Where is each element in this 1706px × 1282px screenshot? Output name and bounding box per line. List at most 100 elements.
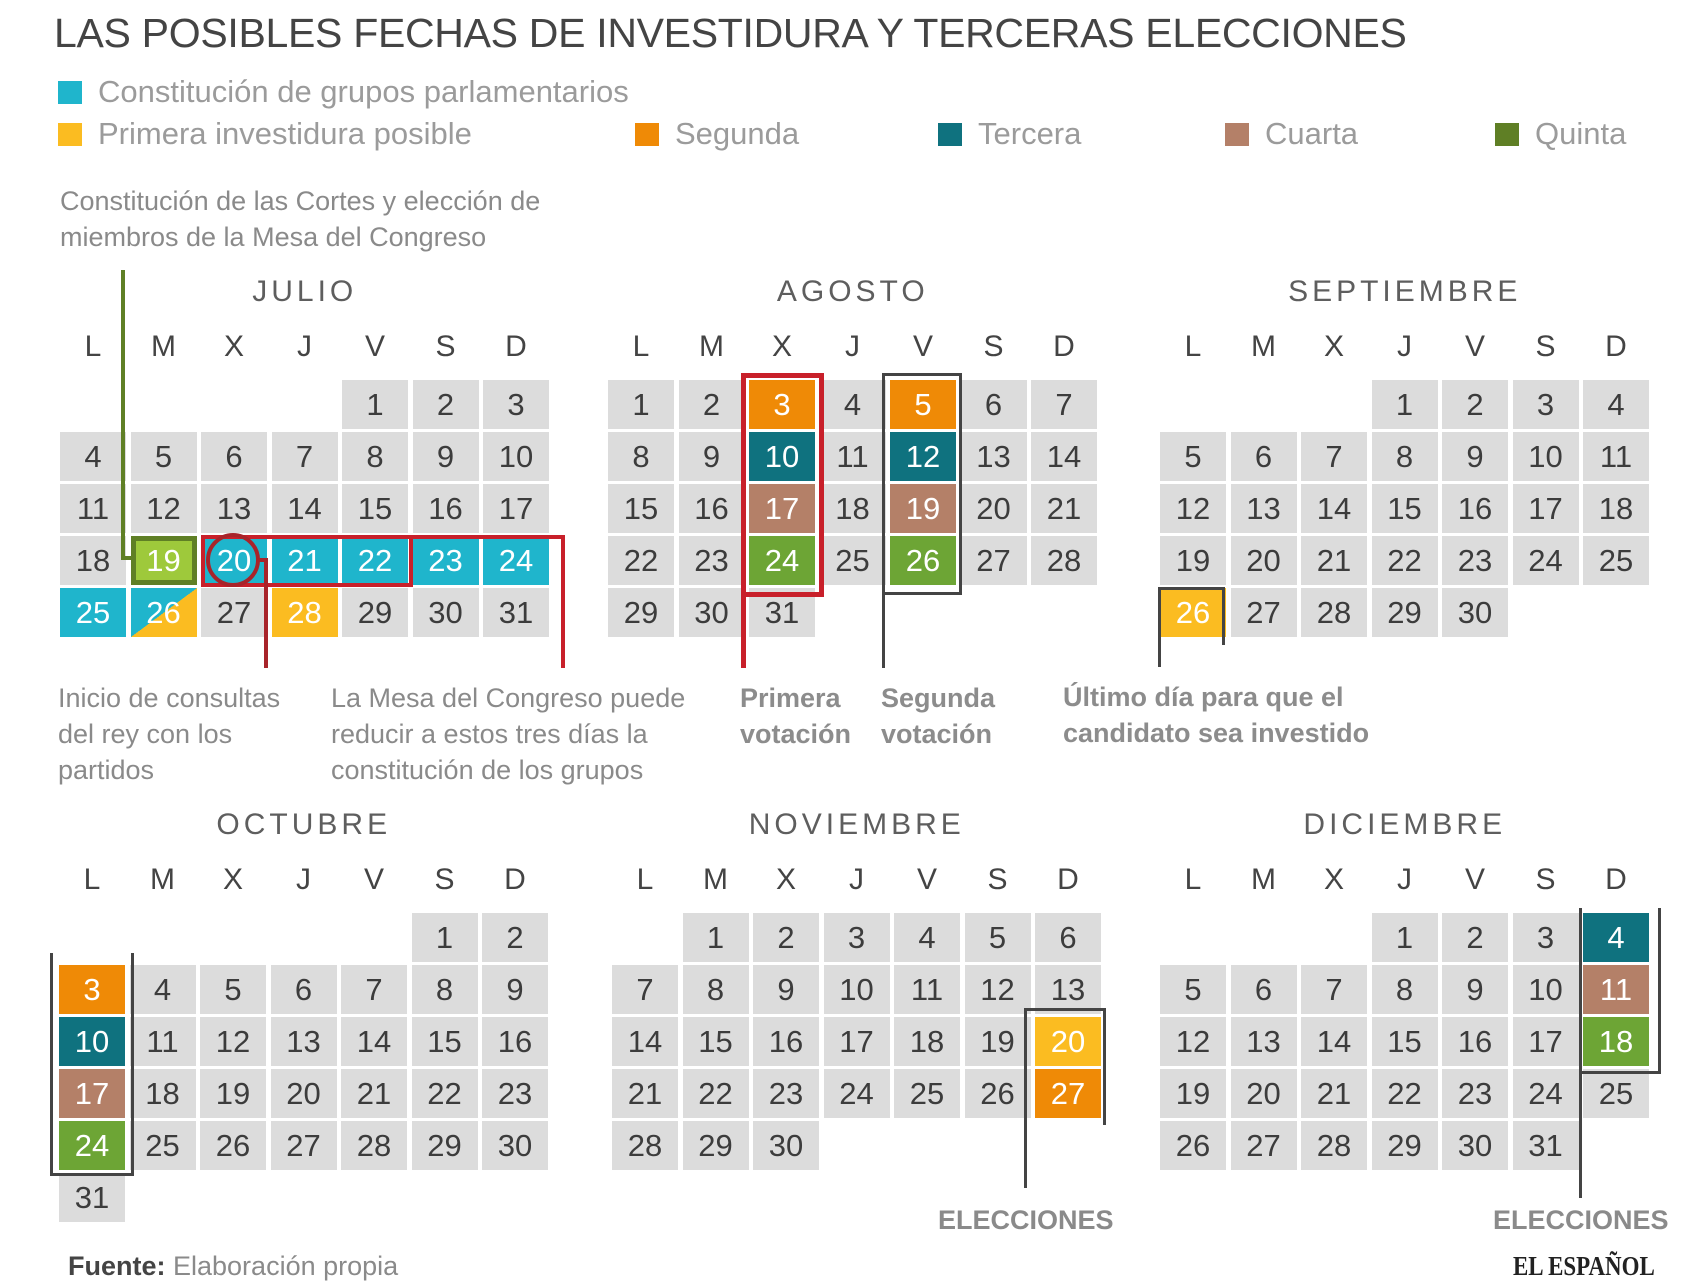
day-cell-julio-16: 16 (412, 484, 479, 533)
day-cell-agosto-19: 19 (890, 484, 956, 533)
weekday-header: S (435, 330, 456, 363)
day-cell-agosto-29: 29 (608, 588, 674, 637)
weekday-header: X (222, 863, 243, 896)
day-cell-julio-15: 15 (342, 484, 408, 533)
label-elecciones-dic: ELECCIONES (1493, 1205, 1669, 1235)
day-cell-agosto-3: 3 (749, 380, 815, 429)
legend-item-tercera: Tercera (938, 116, 1081, 152)
day-cell-septiembre-13: 13 (1230, 484, 1297, 533)
day-cell-julio-18: 18 (60, 536, 126, 585)
note-line: votación (881, 719, 993, 749)
day-cell-septiembre-21: 21 (1301, 536, 1367, 585)
weekday-header: M (1251, 330, 1276, 363)
day-cell-noviembre-30: 30 (753, 1121, 819, 1170)
day-cell-septiembre-28: 28 (1301, 588, 1367, 637)
day-cell-octubre-26: 26 (200, 1121, 266, 1170)
weekday-header: D (1605, 330, 1627, 363)
day-cell-diciembre-6: 6 (1230, 965, 1297, 1014)
legend-item-constitucion: Constitución de grupos parlamentarios (58, 74, 629, 110)
day-cell-octubre-19: 19 (200, 1069, 266, 1118)
weekday-header: L (1184, 330, 1202, 363)
day-cell-diciembre-2: 2 (1442, 913, 1508, 962)
day-cell-noviembre-9: 9 (753, 965, 819, 1014)
day-cell-noviembre-29: 29 (682, 1121, 749, 1170)
day-cell-octubre-23: 23 (482, 1069, 548, 1118)
day-cell-octubre-24: 24 (59, 1121, 125, 1170)
day-cell-noviembre-19: 19 (964, 1017, 1031, 1066)
legend-swatch-icon (1495, 122, 1519, 146)
day-cell-diciembre-21: 21 (1301, 1069, 1367, 1118)
weekday-header: L (636, 863, 654, 896)
month-title-septiembre: SEPTIEMBRE (1288, 275, 1522, 308)
day-cell-agosto-13: 13 (960, 432, 1027, 481)
day-cell-diciembre-26: 26 (1160, 1121, 1226, 1170)
legend-label: Primera investidura posible (98, 116, 472, 151)
day-cell-septiembre-6: 6 (1230, 432, 1297, 481)
legend-swatch-icon (58, 80, 82, 104)
weekday-header: D (1057, 863, 1079, 896)
day-cell-septiembre-18: 18 (1583, 484, 1649, 533)
day-cell-julio-22: 22 (342, 536, 408, 585)
day-cell-noviembre-16: 16 (753, 1017, 819, 1066)
legend-label: Cuarta (1265, 116, 1359, 151)
weekday-header: V (363, 863, 384, 896)
day-cell-diciembre-25: 25 (1583, 1069, 1649, 1118)
day-cell-agosto-28: 28 (1031, 536, 1097, 585)
day-cell-octubre-16: 16 (482, 1017, 548, 1066)
weekday-header: J (296, 863, 311, 896)
day-cell-julio-3: 3 (483, 380, 549, 429)
day-cell-octubre-1: 1 (411, 913, 478, 962)
annotation-line-segunda-votacion (882, 592, 885, 668)
day-cell-agosto-26: 26 (890, 536, 956, 585)
note-line: miembros de la Mesa del Congreso (60, 222, 487, 252)
day-cell-noviembre-23: 23 (753, 1069, 819, 1118)
day-cell-noviembre-13: 13 (1035, 965, 1101, 1014)
day-cell-septiembre-1: 1 (1371, 380, 1438, 429)
day-cell-julio-23: 23 (412, 536, 479, 585)
weekday-header: J (1397, 863, 1412, 896)
weekday-header: S (983, 330, 1004, 363)
day-cell-diciembre-11: 11 (1583, 965, 1649, 1014)
day-cell-octubre-3: 3 (59, 965, 125, 1014)
note-primera-votacion: Primera votación (740, 680, 851, 752)
day-cell-octubre-11: 11 (129, 1017, 196, 1066)
day-cell-septiembre-20: 20 (1230, 536, 1297, 585)
day-cell-octubre-27: 27 (270, 1121, 337, 1170)
day-cell-julio-13: 13 (201, 484, 267, 533)
day-cell-diciembre-9: 9 (1442, 965, 1508, 1014)
weekday-header: V (916, 863, 937, 896)
day-cell-julio-19: 19 (130, 536, 197, 585)
weekday-header: J (297, 330, 312, 363)
legend-label: Constitución de grupos parlamentarios (98, 74, 629, 109)
day-cell-julio-2: 2 (412, 380, 479, 429)
weekday-header: D (505, 330, 527, 363)
note-line: Segunda (881, 683, 996, 713)
day-cell-noviembre-21: 21 (612, 1069, 678, 1118)
day-cell-agosto-12: 12 (890, 432, 956, 481)
highlight-box-segunda-votacion (882, 373, 962, 595)
day-cell-octubre-2: 2 (482, 913, 548, 962)
day-cell-octubre-31: 31 (59, 1173, 125, 1222)
note-line: votación (740, 719, 852, 749)
day-cell-octubre-30: 30 (482, 1121, 548, 1170)
day-cell-octubre-9: 9 (482, 965, 548, 1014)
day-cell-noviembre-12: 12 (964, 965, 1031, 1014)
day-cell-agosto-11: 11 (819, 432, 886, 481)
day-cell-diciembre-8: 8 (1371, 965, 1438, 1014)
day-cell-agosto-18: 18 (819, 484, 886, 533)
day-cell-diciembre-16: 16 (1442, 1017, 1508, 1066)
day-cell-noviembre-14: 14 (612, 1017, 678, 1066)
day-cell-julio-8: 8 (342, 432, 408, 481)
weekday-header: V (1464, 863, 1485, 896)
weekday-header: V (912, 330, 933, 363)
day-cell-agosto-10: 10 (749, 432, 815, 481)
legend-swatch-icon (58, 122, 82, 146)
note-ultimo-dia: Último día para que el candidato sea inv… (1063, 679, 1369, 751)
day-cell-septiembre-3: 3 (1512, 380, 1579, 429)
day-cell-julio-12: 12 (130, 484, 197, 533)
note-line: del rey con los (58, 719, 233, 749)
day-cell-octubre-15: 15 (411, 1017, 478, 1066)
day-cell-noviembre-24: 24 (823, 1069, 890, 1118)
day-cell-julio-31: 31 (483, 588, 549, 637)
day-cell-octubre-14: 14 (341, 1017, 407, 1066)
